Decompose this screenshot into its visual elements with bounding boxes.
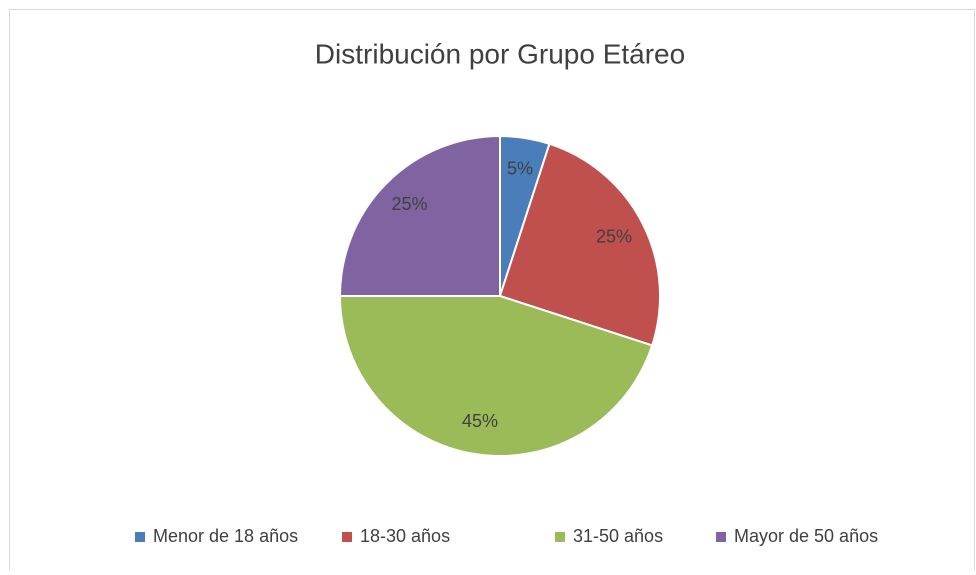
data-label: 25% [596, 227, 632, 247]
data-label: 45% [462, 411, 498, 431]
legend-label: 31-50 años [573, 526, 663, 546]
legend-swatch [342, 532, 352, 542]
pie-slice [338, 295, 654, 457]
legend-label: 18-30 años [360, 526, 450, 546]
data-label: 25% [391, 194, 427, 214]
legend-swatch [135, 532, 145, 542]
legend-swatch [555, 532, 565, 542]
legend-swatch [716, 532, 726, 542]
data-label: 5% [507, 158, 533, 178]
legend-label: Menor de 18 años [153, 526, 298, 546]
chart-title: Distribución por Grupo Etáreo [315, 38, 685, 69]
legend-label: Mayor de 50 años [734, 526, 878, 546]
pie-slice [338, 134, 501, 297]
pie-slice [498, 142, 661, 347]
